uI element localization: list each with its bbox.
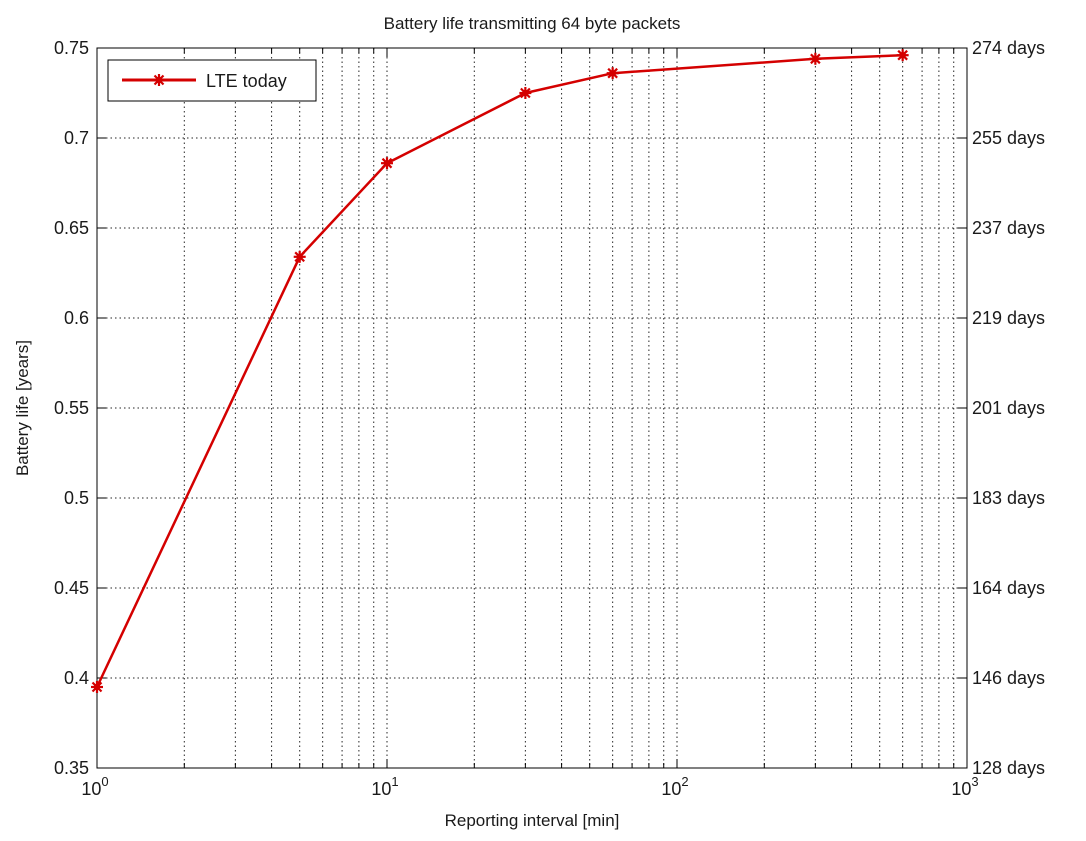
y-tick-label: 0.6 <box>64 308 89 328</box>
marker-core <box>155 76 163 84</box>
marker-core <box>812 55 819 62</box>
y2-tick-label: 128 days <box>972 758 1045 778</box>
marker-core <box>522 89 529 97</box>
y-tick-label: 0.4 <box>64 668 89 688</box>
x-tick-label: 102 <box>661 774 688 799</box>
x-axis-label: Reporting interval [min] <box>445 811 620 830</box>
x-tick-label: 101 <box>371 774 398 799</box>
y-tick-label: 0.7 <box>64 128 89 148</box>
x-tick-label-base: 10 <box>661 779 681 799</box>
y-tick-label: 0.5 <box>64 488 89 508</box>
y2-tick-label: 164 days <box>972 578 1045 598</box>
y-axis-label: Battery life [years] <box>13 340 32 476</box>
y2-tick-label: 201 days <box>972 398 1045 418</box>
marker-core <box>383 160 391 167</box>
data-series <box>91 49 909 693</box>
grid-lines <box>97 48 967 768</box>
data-point <box>519 87 532 99</box>
data-point <box>809 52 822 65</box>
y2-tick-label: 237 days <box>972 218 1045 238</box>
y-tick-label: 0.65 <box>54 218 89 238</box>
marker-core <box>93 683 101 691</box>
y-tick-label: 0.75 <box>54 38 89 58</box>
x-tick-label-base: 10 <box>371 779 391 799</box>
y2-tick-label: 183 days <box>972 488 1045 508</box>
data-point <box>91 681 103 693</box>
legend: LTE today <box>107 59 317 102</box>
legend-marker-icon <box>153 74 165 86</box>
legend-label: LTE today <box>206 71 287 91</box>
x-tick-label-exponent: 0 <box>101 774 108 789</box>
y2-tick-label: 274 days <box>972 38 1045 58</box>
x-tick-label: 103 <box>951 774 978 799</box>
marker-core <box>899 52 906 59</box>
x-tick-label-base: 10 <box>81 779 101 799</box>
x-tick-label-base: 10 <box>951 779 971 799</box>
data-point <box>381 157 393 170</box>
y-tick-label: 0.35 <box>54 758 89 778</box>
x-tick-label-exponent: 1 <box>391 774 398 789</box>
y-tick-label: 0.45 <box>54 578 89 598</box>
y2-tick-label: 255 days <box>972 128 1045 148</box>
data-point <box>293 250 306 263</box>
y2-tick-label: 146 days <box>972 668 1045 688</box>
data-point <box>606 67 619 80</box>
x-tick-label-exponent: 3 <box>971 774 978 789</box>
marker-core <box>609 70 616 77</box>
chart-title: Battery life transmitting 64 byte packet… <box>384 14 681 33</box>
marker-core <box>296 253 303 260</box>
data-point <box>153 74 165 86</box>
x-tick-label: 100 <box>81 774 108 799</box>
y2-tick-label: 219 days <box>972 308 1045 328</box>
data-point <box>896 49 909 62</box>
y-tick-label: 0.55 <box>54 398 89 418</box>
x-tick-label-exponent: 2 <box>681 774 688 789</box>
